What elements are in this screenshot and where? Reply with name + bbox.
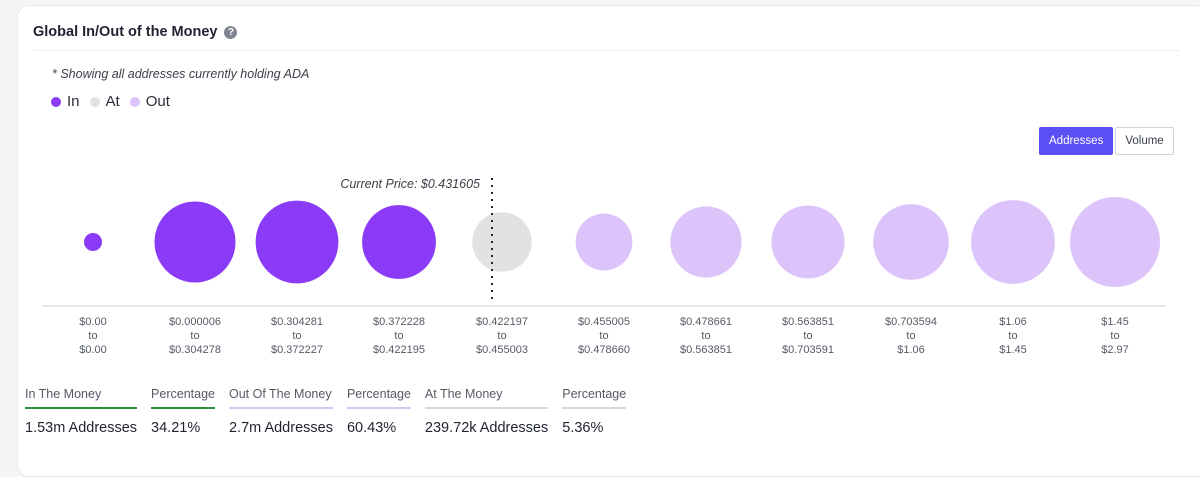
tick-range-to: $0.00 [79,344,107,356]
tick-range-from: $0.478661 [680,316,732,328]
stat-label: Percentage [562,387,627,409]
tick-range-from: $0.00 [79,316,107,328]
tick-range-to: $0.422195 [373,344,425,356]
tick-separator: to [1008,330,1017,342]
legend-dot-at-icon [89,96,100,107]
tick-range-to: $0.372227 [271,344,323,356]
tick-separator: to [701,330,710,342]
tick-range-to: $2.97 [1101,344,1129,356]
tick-range-to: $1.45 [999,344,1027,356]
stat-label: In The Money [25,387,138,409]
legend-label-at: At [105,93,120,110]
stat-value: 60.43% [346,420,397,436]
tick-range-from: $0.304281 [271,316,323,328]
tick-separator: to [906,330,915,342]
stat-label: Percentage [346,387,411,409]
stat-at-money-percentage: Percentage 5.36% [562,387,627,436]
legend-label-in: In [67,93,80,110]
bubble-out[interactable] [971,200,1055,284]
legend-item-at[interactable]: At [89,93,120,110]
tick-range-to: $0.304278 [169,344,221,356]
tick-separator: to [1110,330,1119,342]
stat-label: At The Money [424,387,549,409]
bubble-chart: Current Price: $0.431605 $0.00 to $0.00 $0.… [42,177,1166,356]
tick-separator: to [599,330,608,342]
stat-value: 2.7m Addresses [228,420,333,436]
legend-dot-in-icon [51,96,61,107]
bubble-in[interactable] [362,205,436,279]
tick-range-to: $0.703591 [782,344,834,356]
tick-range-to: $0.563851 [680,344,732,356]
stat-in-money-percentage: Percentage 34.21% [151,387,215,436]
bubble-out[interactable] [575,213,633,271]
legend-item-out[interactable]: Out [129,93,170,110]
tick-range-from: $0.422197 [476,316,528,328]
bubble-at[interactable] [472,212,532,272]
metric-toggle: Addresses Volume [1039,127,1174,155]
bubble-out[interactable] [873,204,949,280]
summary-stats: In The Money 1.53m Addresses Percentage … [25,387,627,436]
tick-separator: to [88,330,97,342]
holders-note: * Showing all addresses currently holdin… [52,67,310,81]
volume-button[interactable]: Volume [1115,127,1174,155]
tick-separator: to [394,330,403,342]
tick-range-to: $0.478660 [578,344,630,356]
legend-dot-out-icon [129,96,140,107]
tick-range-from: $0.455005 [578,316,630,328]
bubble-out[interactable] [1070,197,1160,287]
stat-out-money-percentage: Percentage 60.43% [346,387,411,436]
stat-label: Percentage [151,387,215,409]
bubble-out[interactable] [771,205,845,279]
stat-value: 239.72k Addresses [424,420,549,436]
addresses-button[interactable]: Addresses [1039,127,1114,155]
stat-value: 34.21% [151,420,201,436]
tick-range-from: $0.000006 [169,316,221,328]
stat-out-money: Out Of The Money 2.7m Addresses [228,387,333,436]
legend-item-in[interactable]: In [51,93,80,110]
legend: In At Out [51,93,170,110]
question-circle-icon[interactable]: ? [224,25,238,39]
title-divider [33,50,1180,51]
tick-range-from: $1.06 [999,316,1027,328]
tick-separator: to [497,330,506,342]
stat-at-money: At The Money 239.72k Addresses [424,387,549,436]
stat-value: 1.53m Addresses [25,420,138,436]
bubble-in[interactable] [84,233,102,251]
bubble-in[interactable] [255,200,339,284]
tick-range-from: $0.703594 [885,316,937,328]
tick-range-to: $1.06 [897,344,925,356]
tick-range-from: $1.45 [1101,316,1129,328]
legend-label-out: Out [145,93,170,110]
bubble-in[interactable] [154,201,236,283]
tick-separator: to [292,330,301,342]
stat-label: Out Of The Money [228,387,333,409]
tick-range-from: $0.372228 [373,316,425,328]
card-title-row: Global In/Out of the Money ? [33,24,238,40]
tick-range-from: $0.563851 [782,316,834,328]
tick-range-to: $0.455003 [476,344,528,356]
stat-value: 5.36% [562,420,604,436]
stat-in-money: In The Money 1.53m Addresses [25,387,138,436]
tick-separator: to [190,330,199,342]
current-price-label: Current Price: $0.431605 [340,177,480,191]
bubble-out[interactable] [670,206,742,278]
card-title: Global In/Out of the Money [33,24,218,40]
tick-separator: to [803,330,812,342]
